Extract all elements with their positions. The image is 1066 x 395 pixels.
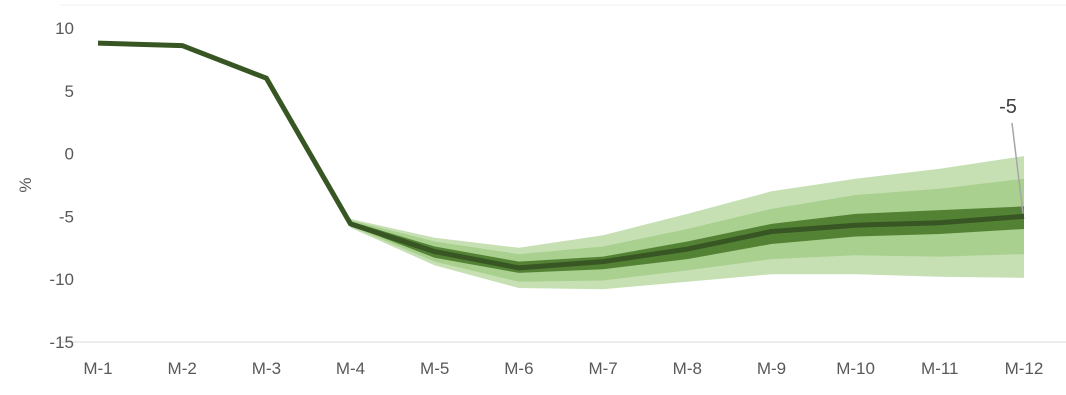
annotation-label: -5: [999, 96, 1017, 118]
y-tick-label: 5: [65, 82, 74, 101]
y-tick-label: -15: [49, 333, 74, 352]
x-tick-label: M-7: [588, 359, 617, 378]
fan-band-middle: [350, 178, 1024, 282]
x-tick-label: M-2: [168, 359, 197, 378]
x-tick-label: M-11: [921, 359, 958, 378]
y-tick-label: 0: [65, 145, 74, 164]
x-axis: [60, 4, 1066, 343]
y-tick-label: 10: [55, 19, 74, 38]
x-tick-label: M-3: [252, 359, 281, 378]
x-tick-label: M-12: [1005, 359, 1044, 378]
y-axis-ticks: 10 5 0 -5 -10 -15: [49, 19, 74, 352]
x-tick-label: M-5: [420, 359, 449, 378]
y-tick-label: -5: [59, 207, 74, 226]
annotation: -5: [999, 96, 1024, 214]
x-axis-ticks: M-1 M-2 M-3 M-4 M-5 M-6 M-7 M-8 M-9 M-10 M-11 M-12: [83, 359, 1043, 378]
x-tick-label: M-8: [673, 359, 702, 378]
y-axis-title: %: [16, 177, 35, 192]
series-line-layer: [97, 40, 1025, 271]
y-tick-label: -10: [49, 270, 74, 289]
series-line: [97, 40, 1025, 271]
x-tick-label: M-1: [83, 359, 112, 378]
x-tick-label: M-4: [336, 359, 365, 378]
x-tick-label: M-10: [836, 359, 875, 378]
x-tick-label: M-9: [757, 359, 786, 378]
annotation-leader-line: [1011, 122, 1024, 214]
x-tick-label: M-6: [504, 359, 533, 378]
